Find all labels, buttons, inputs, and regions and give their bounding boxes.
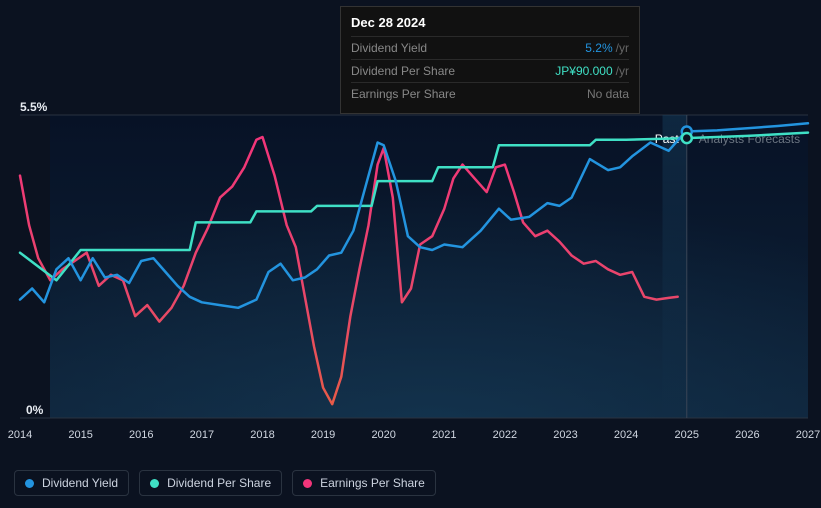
- x-tick-label: 2024: [614, 429, 638, 441]
- y-axis-top-label: 5.5%: [20, 100, 48, 114]
- tooltip-row-label: Dividend Yield: [351, 41, 427, 55]
- x-tick-label: 2019: [311, 429, 335, 441]
- tooltip-row-value: 5.2%/yr: [585, 41, 629, 55]
- tooltip-row-label: Earnings Per Share: [351, 87, 456, 101]
- x-tick-label: 2020: [371, 429, 395, 441]
- legend-dot-icon: [150, 479, 159, 488]
- tooltip-date: Dec 28 2024: [351, 15, 629, 30]
- x-tick-label: 2022: [493, 429, 517, 441]
- legend-dot-icon: [25, 479, 34, 488]
- x-tick-label: 2026: [735, 429, 759, 441]
- x-tick-label: 2017: [190, 429, 214, 441]
- legend-item-dividend-yield[interactable]: Dividend Yield: [14, 470, 129, 496]
- x-tick-label: 2018: [250, 429, 274, 441]
- chart-tooltip: Dec 28 2024 Dividend Yield5.2%/yrDividen…: [340, 6, 640, 114]
- legend-dot-icon: [303, 479, 312, 488]
- tooltip-row: Earnings Per Share No data: [351, 82, 629, 105]
- x-tick-label: 2014: [8, 429, 32, 441]
- x-tick-label: 2027: [796, 429, 820, 441]
- legend-item-dividend-per-share[interactable]: Dividend Per Share: [139, 470, 282, 496]
- legend-label: Earnings Per Share: [320, 476, 425, 490]
- tooltip-row-label: Dividend Per Share: [351, 64, 455, 78]
- chart-legend: Dividend Yield Dividend Per Share Earnings…: [14, 470, 436, 496]
- legend-label: Dividend Yield: [42, 476, 118, 490]
- tooltip-row-value: JP¥90.000/yr: [555, 64, 629, 78]
- x-tick-label: 2023: [553, 429, 577, 441]
- x-tick-label: 2021: [432, 429, 456, 441]
- highlight-band: [663, 115, 687, 418]
- tooltip-row: Dividend Yield 5.2%/yr: [351, 36, 629, 59]
- x-tick-label: 2016: [129, 429, 153, 441]
- x-tick-label: 2025: [675, 429, 699, 441]
- y-axis-bottom-label: 0%: [26, 403, 44, 417]
- x-tick-label: 2015: [68, 429, 92, 441]
- legend-label: Dividend Per Share: [167, 476, 271, 490]
- legend-item-earnings-per-share[interactable]: Earnings Per Share: [292, 470, 436, 496]
- tooltip-row: Dividend Per Share JP¥90.000/yr: [351, 59, 629, 82]
- series-marker: [682, 133, 692, 143]
- tooltip-row-value: No data: [587, 87, 629, 101]
